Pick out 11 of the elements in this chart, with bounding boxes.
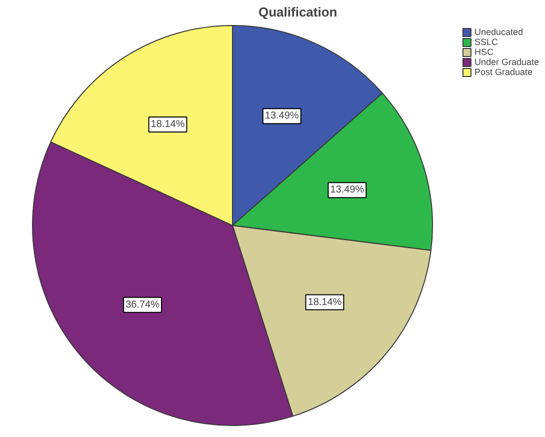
legend-label: Uneducated — [474, 27, 523, 37]
data-label: 13.49% — [330, 184, 364, 196]
legend-label: Post Graduate — [474, 67, 532, 77]
data-label: 13.49% — [264, 110, 299, 122]
legend-label: Under Graduate — [474, 57, 539, 67]
legend-label: HSC — [474, 47, 494, 57]
data-label: 18.14% — [308, 296, 342, 308]
data-label: 36.74% — [126, 299, 160, 310]
data-label: 18.14% — [150, 118, 185, 130]
legend-label: SSLC — [474, 37, 498, 47]
chart-title: Qualification — [258, 4, 338, 20]
